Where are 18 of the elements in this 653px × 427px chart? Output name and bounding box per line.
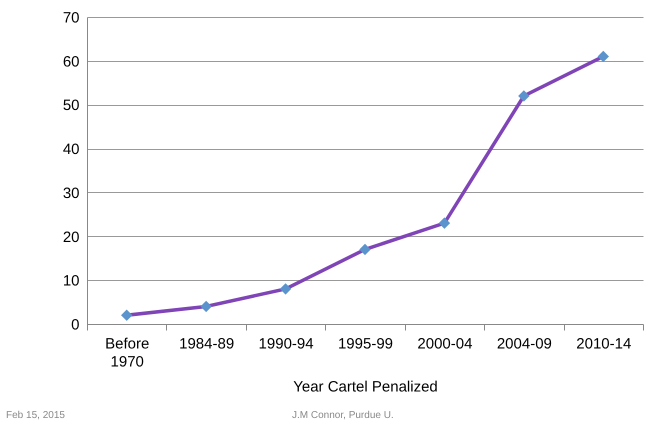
y-tick-label: 50 [62,97,80,114]
x-axis-title: Year Cartel Penalized [293,378,438,396]
x-tick-label: 2000-04 [417,336,472,352]
text: J.M Connor, Purdue U. [292,410,394,421]
y-tick-label: 60 [62,53,80,70]
y-tick-label: 10 [62,272,80,290]
y-tick-label: 70 [62,10,80,26]
x-tick-label: 2010-14 [576,336,632,352]
x-tick-label: 1995-99 [338,336,394,352]
x-tick-label: 2004-09 [496,336,552,352]
x-tick-label: 1984-89 [179,336,234,352]
y-tick-label: 0 [71,316,80,334]
y-tick-label: 40 [62,141,80,158]
y-tick-label: 30 [62,184,80,202]
text: Feb 15, 2015 [6,410,65,421]
x-tick-label: Before 1970 [105,336,150,370]
x-tick-label: 1990-94 [258,336,314,352]
y-tick-label: 20 [62,228,80,246]
